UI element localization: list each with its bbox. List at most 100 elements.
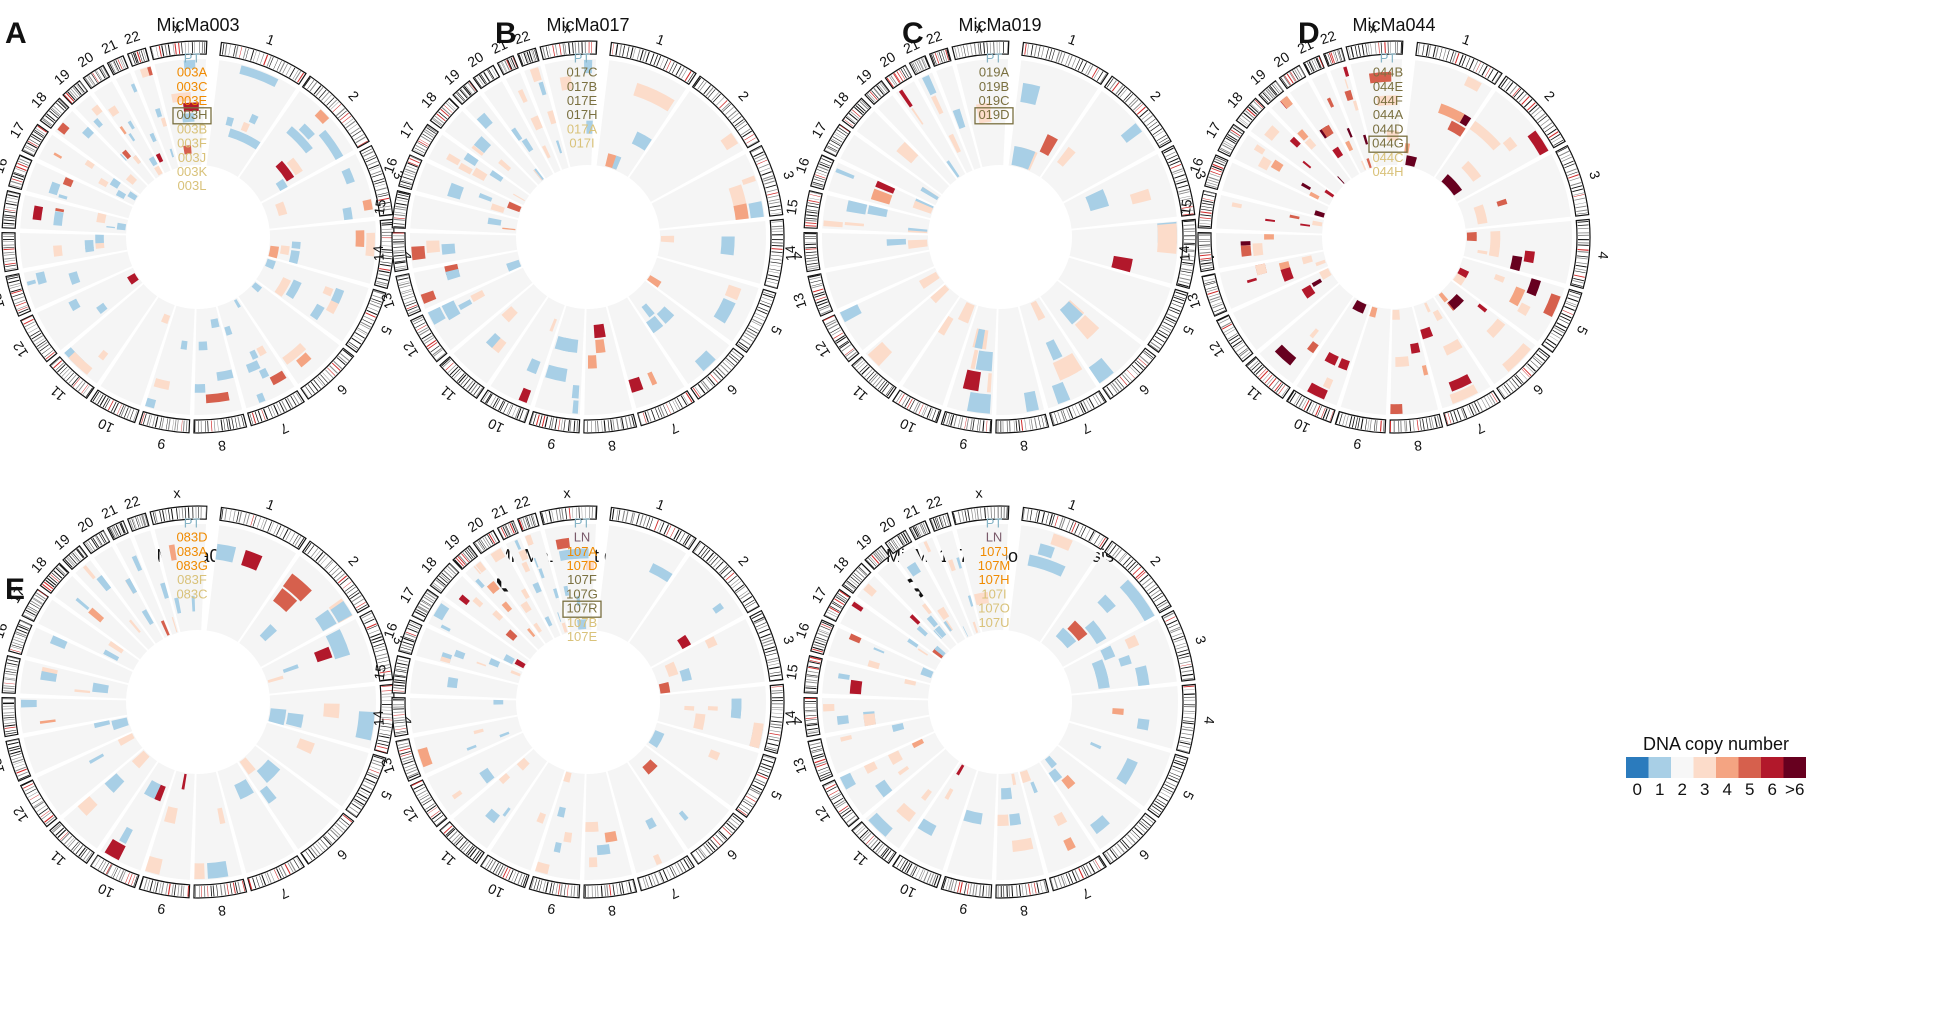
ideogram-band: [405, 633, 416, 638]
track-background: [534, 305, 585, 415]
ideogram-band: [953, 415, 957, 427]
ideogram-band: [601, 420, 603, 432]
ideogram-band: [767, 192, 778, 196]
cn-segment: [520, 588, 530, 600]
ideogram-band: [755, 157, 767, 163]
cn-segment: [533, 169, 543, 181]
ideogram-band: [505, 525, 511, 536]
ideogram-band: [921, 523, 927, 534]
ideogram-band: [893, 391, 900, 401]
ideogram-band: [691, 853, 699, 864]
ideogram-band: [1083, 865, 1089, 876]
ideogram-band: [1509, 380, 1517, 390]
cn-segment: [1438, 292, 1449, 303]
sample-label: 107D: [566, 558, 597, 573]
ideogram-band: [335, 107, 345, 117]
ideogram-band: [848, 113, 858, 121]
ideogram-band: [372, 759, 384, 764]
ideogram-band: [1199, 251, 1211, 254]
ideogram-band: [1054, 515, 1059, 527]
ideogram-band: [770, 261, 782, 264]
ideogram-band: [234, 417, 238, 429]
sample-highlight-box: [172, 107, 212, 125]
ideogram-band: [506, 59, 513, 70]
cn-segment: [171, 91, 192, 103]
cn-segment: [490, 548, 506, 563]
ideogram-band: [395, 668, 407, 672]
ideogram-band: [1260, 94, 1269, 103]
ideogram-band: [381, 245, 393, 247]
ideogram-band: [303, 77, 311, 87]
cn-segment: [1074, 315, 1100, 340]
ideogram-band: [478, 74, 486, 85]
chromosome-17-tracks: 17: [6, 119, 140, 206]
ideogram-band: [325, 561, 334, 570]
ideogram-band: [4, 257, 16, 260]
ideogram-band: [85, 852, 93, 862]
cn-segment: [1432, 309, 1443, 322]
chromosome-14-tracks: 14: [1, 696, 128, 738]
ideogram-band: [393, 719, 405, 722]
ideogram-band: [376, 280, 388, 285]
ideogram-band: [362, 784, 373, 791]
ideogram-band: [1226, 135, 1237, 143]
ideogram-band: [1163, 612, 1174, 619]
cn-segment: [217, 807, 226, 825]
ideogram-band: [1057, 411, 1062, 423]
ideogram-band: [1280, 77, 1288, 88]
ideogram-band: [122, 521, 128, 533]
ideogram-band: [1478, 63, 1484, 74]
chromosome-label: 8: [1413, 438, 1423, 455]
ideogram-band: [771, 700, 783, 702]
ideogram-band: [1183, 710, 1195, 712]
ideogram-band: [548, 510, 552, 522]
chromosome-10-tracks: 10: [89, 297, 175, 437]
chromosome-label: 21: [1295, 36, 1316, 57]
ideogram-band: [1253, 364, 1263, 374]
ideogram-band: [1200, 208, 1212, 212]
ideogram-band: [151, 47, 155, 59]
ideogram-band: [50, 574, 59, 582]
ideogram-band: [3, 698, 15, 700]
ideogram-band: [957, 881, 961, 893]
ideogram-band: [377, 660, 389, 664]
ideogram-band: [805, 702, 817, 704]
chromosome-label: 14: [782, 710, 799, 727]
sample-label: 107E: [567, 629, 598, 644]
track-background: [1222, 162, 1329, 219]
chromosome-10-tracks: 10: [479, 297, 565, 437]
ideogram-band: [751, 784, 763, 791]
ideogram-band: [759, 167, 771, 172]
ideogram-band: [92, 391, 100, 402]
ideogram-band: [1086, 399, 1092, 410]
ideogram-band: [397, 274, 409, 278]
ideogram-band: [497, 865, 504, 876]
ideogram-band: [106, 864, 113, 875]
ideogram-band: [1315, 405, 1321, 416]
ideogram-band: [1015, 420, 1018, 432]
ideogram-band: [441, 572, 451, 581]
ideogram-band: [938, 51, 943, 63]
ideogram-chr-22: [928, 512, 952, 532]
ideogram-band: [622, 45, 626, 57]
cn-segment: [533, 622, 542, 633]
ideogram-band: [818, 630, 829, 636]
cn-segment: [447, 676, 459, 689]
sample-label: 019A: [979, 65, 1010, 80]
ideogram-band: [1087, 65, 1094, 76]
ideogram-band: [367, 773, 378, 780]
ideogram-band: [554, 418, 558, 430]
ideogram-band: [1556, 322, 1567, 329]
ideogram-band: [18, 624, 30, 630]
ideogram-band: [3, 247, 15, 249]
cn-segment: [498, 772, 511, 785]
ideogram-band: [378, 664, 390, 668]
ideogram-band: [757, 771, 769, 777]
chromosome-19-tracks: 19: [853, 531, 957, 650]
cn-segment: [108, 640, 124, 654]
ideogram-band: [37, 125, 47, 133]
ideogram-band: [838, 340, 849, 348]
ideogram-band: [805, 711, 817, 713]
ideogram-band: [6, 664, 18, 668]
ideogram-band: [210, 420, 213, 432]
